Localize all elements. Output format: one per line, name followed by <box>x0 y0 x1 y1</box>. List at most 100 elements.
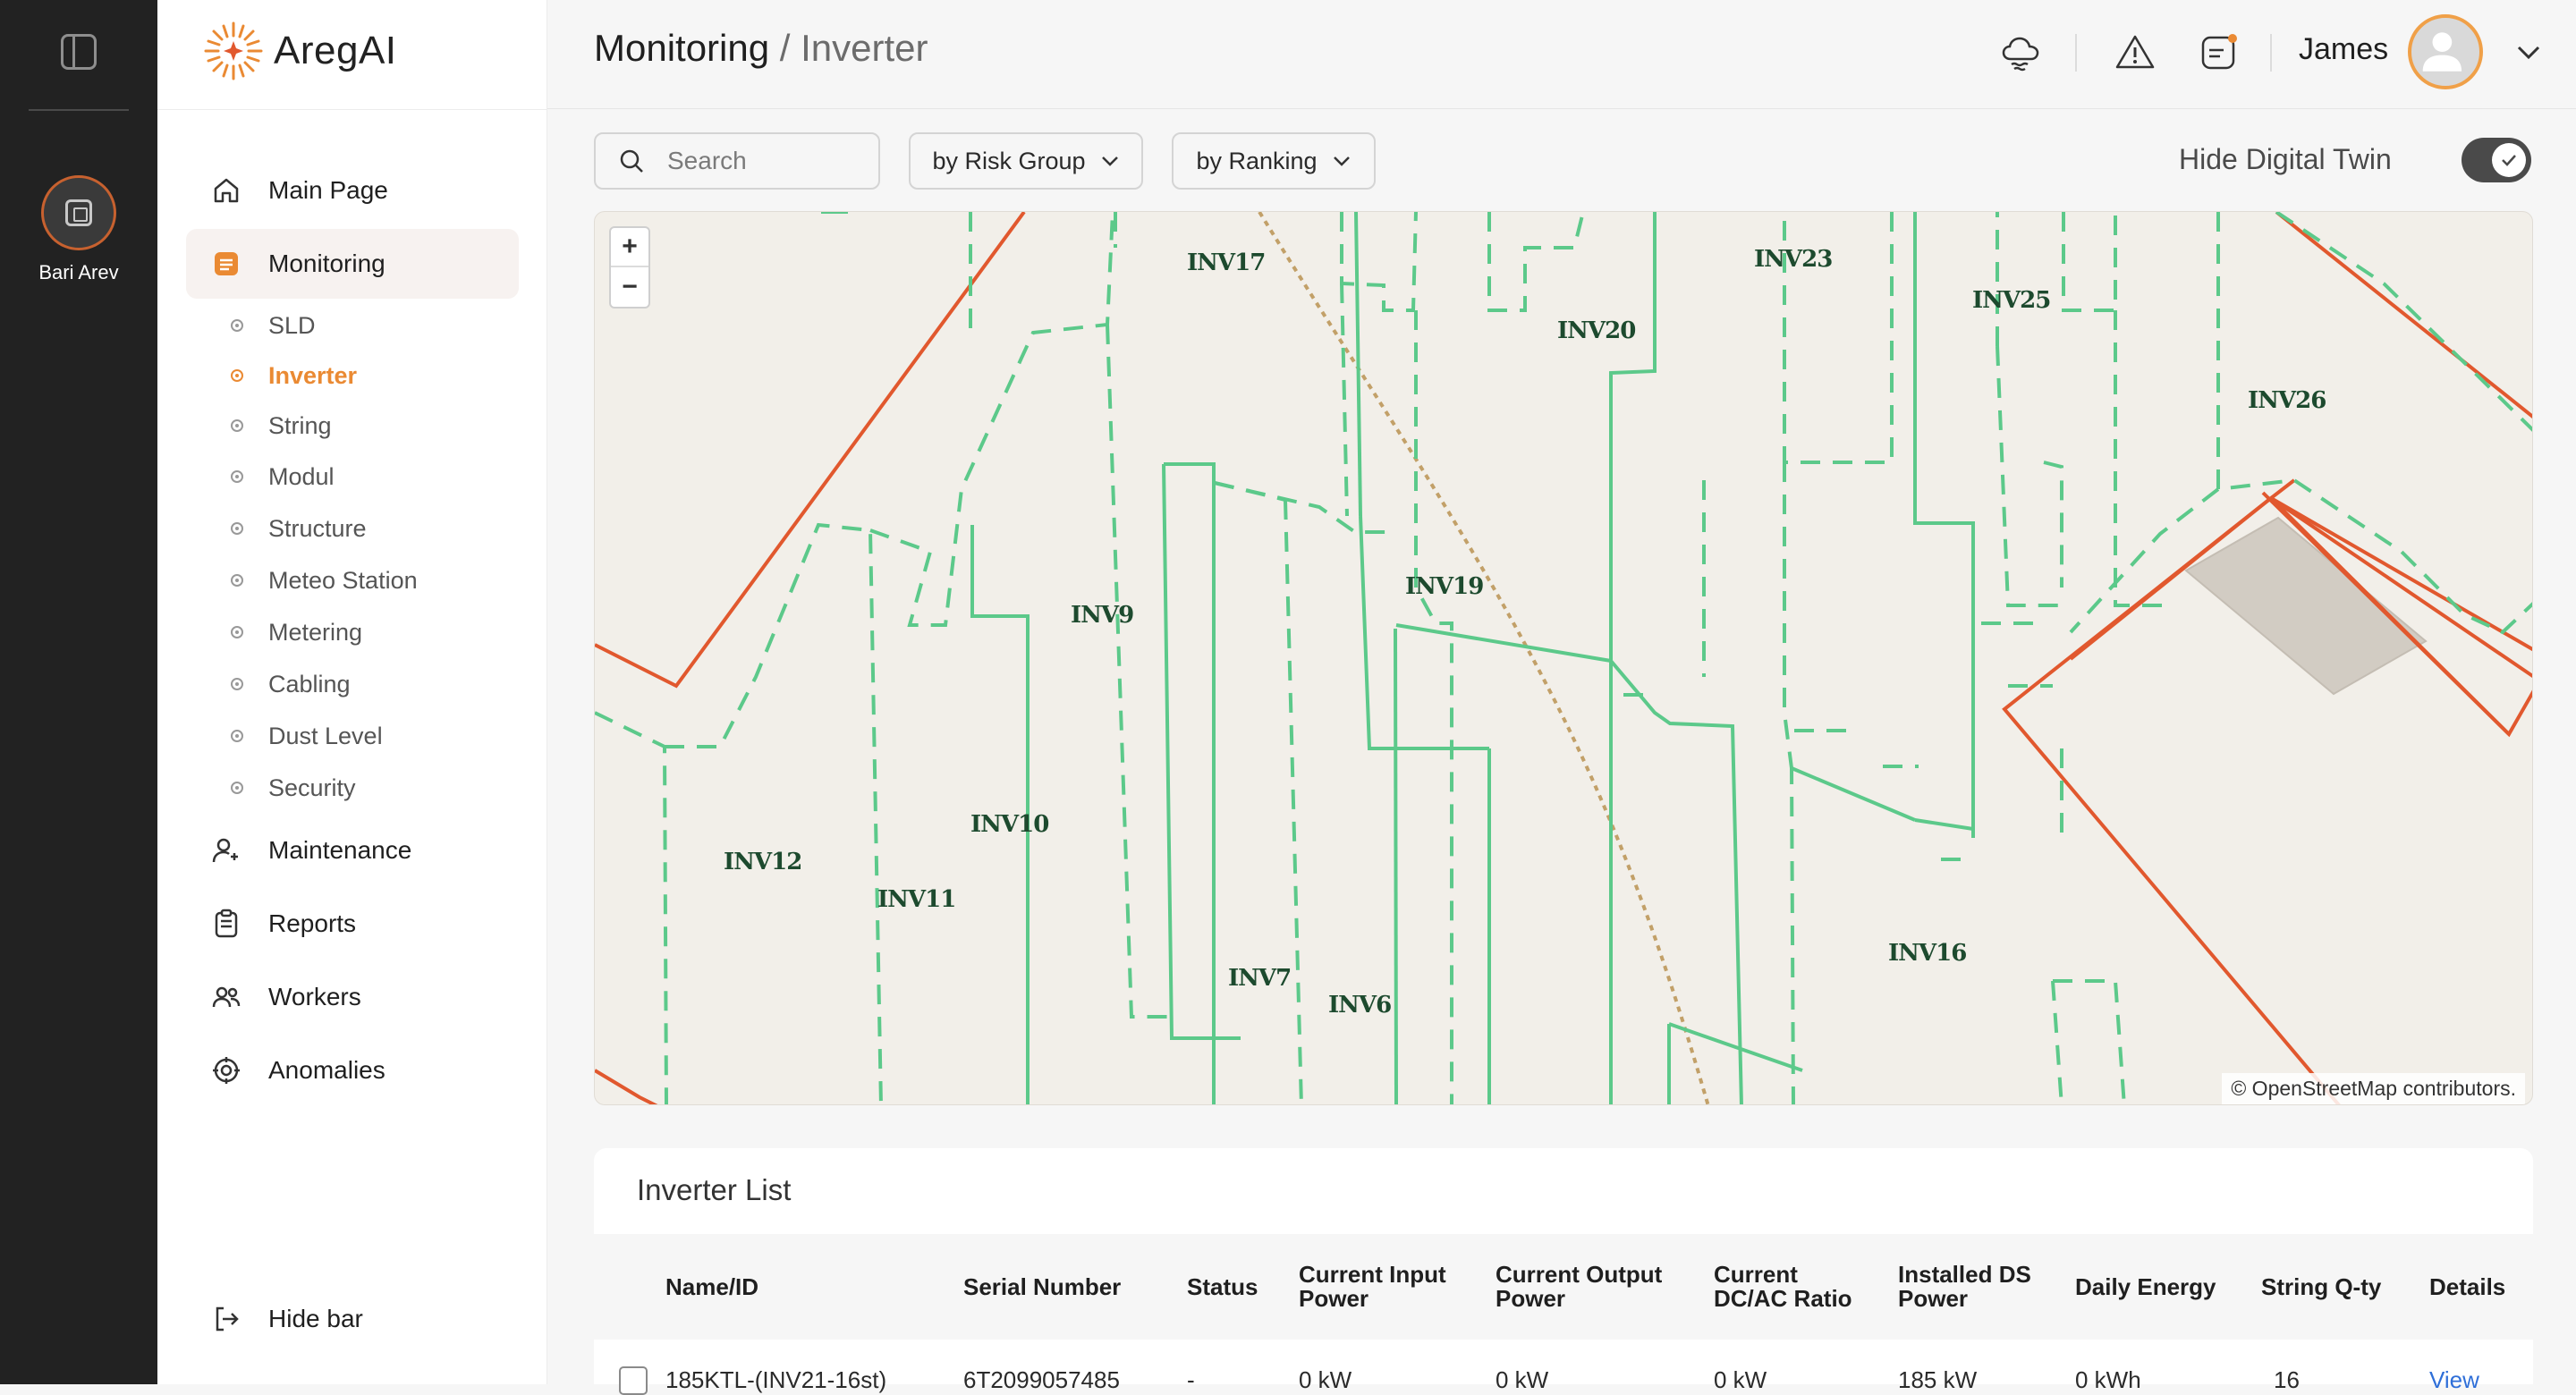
search-box[interactable] <box>594 132 880 190</box>
search-input[interactable] <box>665 146 862 176</box>
inverter-label[interactable]: INV10 <box>970 811 1049 838</box>
sub-item-label: Structure <box>268 514 367 542</box>
chevron-down-icon[interactable] <box>2515 41 2542 63</box>
site-map[interactable]: + − INV17 INV23 INV25 INV20 INV26 INV19 … <box>594 211 2533 1105</box>
inverter-label[interactable]: INV6 <box>1328 992 1392 1019</box>
table-row[interactable]: 185KTL-(INV21-16st) 6T2099057485 - 0 kW … <box>594 1340 2533 1395</box>
sidebar-sub-sld[interactable]: SLD <box>231 308 316 343</box>
sidebar-sub-cabling[interactable]: Cabling <box>231 666 351 702</box>
home-icon <box>211 175 242 206</box>
inverter-boundary-dashed <box>595 212 2532 1104</box>
bullet-icon <box>231 419 243 432</box>
ranking-dropdown[interactable]: by Ranking <box>1172 132 1376 190</box>
sidebar-sub-meteo-station[interactable]: Meteo Station <box>231 562 418 598</box>
column-header-string-qty[interactable]: String Q-ty <box>2261 1273 2382 1300</box>
inverter-list-title: Inverter List <box>637 1173 792 1206</box>
sidebar-item-label: Monitoring <box>268 249 386 277</box>
inverter-label[interactable]: INV16 <box>1888 940 1967 967</box>
inverter-label[interactable]: INV7 <box>1228 965 1292 992</box>
inverter-label[interactable]: INV9 <box>1071 602 1134 629</box>
row-checkbox[interactable] <box>619 1366 648 1395</box>
inverter-label[interactable]: INV23 <box>1754 246 1833 273</box>
bullet-icon <box>231 626 243 638</box>
column-header-output-power[interactable]: Current Output Power <box>1496 1261 1663 1312</box>
column-header-name[interactable]: Name/ID <box>665 1273 759 1300</box>
risk-group-dropdown[interactable]: by Risk Group <box>909 132 1143 190</box>
sidebar-item-workers[interactable]: Workers <box>186 962 519 1032</box>
plant-avatar[interactable] <box>41 175 116 250</box>
plant-name: Bari Arev <box>38 261 119 283</box>
sidebar-item-reports[interactable]: Reports <box>186 889 519 959</box>
column-header-dc-ac-ratio[interactable]: Current DC/AC Ratio <box>1714 1261 1852 1312</box>
sidebar-item-monitoring[interactable]: Monitoring <box>186 229 519 299</box>
bullet-icon <box>231 782 243 794</box>
bullet-icon <box>231 730 243 742</box>
view-details-link[interactable]: View <box>2429 1366 2479 1393</box>
inverter-label[interactable]: INV26 <box>2248 387 2326 414</box>
logo[interactable]: AregAI <box>202 20 397 82</box>
inverter-list-card: Inverter List Name/ID Serial Number Stat… <box>594 1148 2533 1395</box>
sidebar-sub-security[interactable]: Security <box>231 770 356 806</box>
column-header-input-power[interactable]: Current Input Power <box>1299 1261 1446 1312</box>
breadcrumb-separator: / <box>769 27 801 69</box>
sidebar-sub-metering[interactable]: Metering <box>231 614 362 650</box>
sidebar-sub-inverter[interactable]: Inverter <box>231 358 357 393</box>
hide-digital-twin-toggle[interactable] <box>2462 138 2531 182</box>
bullet-icon <box>231 319 243 332</box>
breadcrumb-section[interactable]: Monitoring <box>594 27 770 69</box>
sidebar-sub-modul[interactable]: Modul <box>231 459 335 495</box>
alert-icon[interactable] <box>2113 30 2157 75</box>
logout-arrow-icon <box>211 1304 242 1334</box>
weather-cloud-icon[interactable] <box>1998 30 2043 75</box>
search-icon <box>620 149 643 173</box>
sidebar-item-label: Workers <box>268 983 361 1010</box>
bullet-icon <box>231 678 243 690</box>
table-header: Name/ID Serial Number Status Current Inp… <box>594 1234 2533 1340</box>
bullet-icon <box>231 470 243 483</box>
sub-item-label: SLD <box>268 311 316 339</box>
user-avatar-icon[interactable] <box>2408 14 2483 89</box>
column-header-installed-power[interactable]: Installed DS Power <box>1898 1261 2031 1312</box>
sub-item-label: Meteo Station <box>268 566 418 594</box>
sidebar-item-main-page[interactable]: Main Page <box>186 156 519 225</box>
map-drawing <box>595 212 2532 1104</box>
column-header-daily-energy[interactable]: Daily Energy <box>2075 1273 2216 1300</box>
sidebar-item-label: Maintenance <box>268 836 412 864</box>
hide-bar-button[interactable]: Hide bar <box>186 1284 519 1354</box>
cell-installed-power: 185 kW <box>1898 1366 1978 1393</box>
column-header-status[interactable]: Status <box>1187 1273 1258 1300</box>
notes-icon[interactable] <box>2197 30 2241 75</box>
zoom-out-button[interactable]: − <box>622 272 638 301</box>
inverter-label[interactable]: INV17 <box>1187 249 1266 276</box>
inverter-label[interactable]: INV19 <box>1405 573 1484 600</box>
hide-digital-twin-label: Hide Digital Twin <box>2179 143 2392 175</box>
cell-name: 185KTL-(INV21-16st) <box>665 1366 887 1393</box>
building-shape <box>2184 516 2428 696</box>
sidebar-sub-string[interactable]: String <box>231 408 332 444</box>
road-path <box>1258 212 1710 1104</box>
sidebar-sub-structure[interactable]: Structure <box>231 511 367 546</box>
dropdown-label: by Risk Group <box>932 147 1086 174</box>
sub-item-label: Security <box>268 774 356 801</box>
dropdown-label: by Ranking <box>1196 147 1318 174</box>
brand-name: AregAI <box>274 29 397 72</box>
rail-divider <box>29 109 129 111</box>
toggle-knob <box>2492 143 2526 177</box>
map-zoom-control: + − <box>609 226 650 309</box>
inverter-label[interactable]: INV11 <box>877 886 956 913</box>
inverter-label[interactable]: INV25 <box>1972 287 2051 314</box>
inverter-label[interactable]: INV12 <box>724 849 802 875</box>
sidebar-sub-dust-level[interactable]: Dust Level <box>231 718 383 754</box>
sidebar-item-label: Main Page <box>268 176 388 204</box>
inverter-label[interactable]: INV20 <box>1557 317 1636 344</box>
column-header-serial[interactable]: Serial Number <box>963 1273 1122 1300</box>
user-name[interactable]: James <box>2299 32 2389 66</box>
hide-bar-label: Hide bar <box>268 1305 363 1332</box>
map-attribution[interactable]: © OpenStreetMap contributors. <box>2222 1073 2525 1104</box>
zoom-in-button[interactable]: + <box>611 228 648 267</box>
bullet-icon <box>231 574 243 587</box>
sidebar-item-anomalies[interactable]: Anomalies <box>186 1036 519 1105</box>
header-divider <box>2270 34 2272 72</box>
sidebar-toggle-icon[interactable] <box>61 34 97 70</box>
sidebar-item-maintenance[interactable]: Maintenance <box>186 816 519 885</box>
